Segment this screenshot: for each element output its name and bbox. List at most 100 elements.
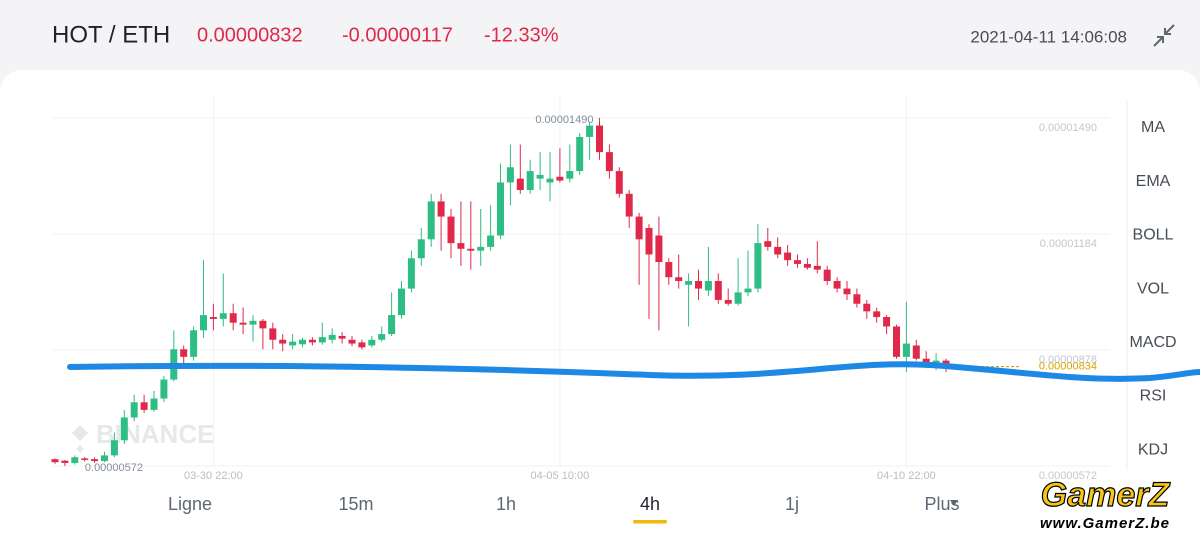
dropdown-arrow xyxy=(950,500,958,506)
candle-body xyxy=(813,265,821,270)
candle-body xyxy=(526,171,534,191)
timeframe-tab[interactable]: Plus xyxy=(924,494,959,514)
candle-body xyxy=(388,315,396,335)
timeframe-tab[interactable]: Ligne xyxy=(168,494,212,514)
active-underline xyxy=(633,520,667,524)
candle-body xyxy=(685,281,693,285)
last-price-label: 0.00000834 xyxy=(1039,361,1097,373)
candle-body xyxy=(467,248,475,251)
candle-body xyxy=(803,263,811,268)
candle-body xyxy=(279,339,287,344)
candle-body xyxy=(378,334,386,340)
candle-body xyxy=(477,246,485,251)
candle-body xyxy=(556,176,564,181)
candle-body xyxy=(289,341,297,346)
candle-body xyxy=(71,457,79,463)
logo-name: GamerZ xyxy=(1041,476,1171,514)
candle-body xyxy=(150,398,158,410)
indicator-button[interactable]: BOLL xyxy=(1133,227,1174,244)
candle-body xyxy=(655,235,663,263)
candle-body xyxy=(308,339,316,343)
candle-body xyxy=(774,246,782,255)
candle-body xyxy=(437,201,445,217)
candle-body xyxy=(457,243,465,249)
y-tick-label: 0.00000878 xyxy=(1039,354,1097,366)
candle-body xyxy=(328,334,336,340)
candle-body xyxy=(229,313,237,323)
chart-card xyxy=(0,70,1200,540)
candle-body xyxy=(101,455,108,462)
timeframe-tab[interactable]: 1j xyxy=(785,494,799,514)
datetime: 2021-04-11 14:06:08 xyxy=(970,27,1127,46)
candle-body xyxy=(338,335,346,339)
candle-body xyxy=(863,303,871,312)
candle-body xyxy=(51,459,59,463)
candle-body xyxy=(318,337,326,343)
x-tick-label: 04-05 10:00 xyxy=(531,470,590,482)
candle-body xyxy=(823,269,831,282)
candle-body xyxy=(398,288,405,316)
timeframe-tab[interactable]: 4h xyxy=(640,494,660,514)
candle-body xyxy=(497,182,504,236)
candle-body xyxy=(902,343,910,357)
candle-body xyxy=(635,216,643,240)
candle-body xyxy=(764,241,772,247)
candle-body xyxy=(348,339,356,344)
candle-body xyxy=(704,281,712,291)
candle-body xyxy=(219,313,227,319)
hand-drawn-line xyxy=(67,361,1200,382)
low-label: 0.00000572 xyxy=(85,462,143,474)
candle-body xyxy=(130,402,138,418)
logo-url: www.GamerZ.be xyxy=(1040,515,1170,532)
candle-body xyxy=(487,235,495,247)
candle-body xyxy=(922,358,930,365)
x-tick-label: 04-10 22:00 xyxy=(877,470,936,482)
candle-body xyxy=(209,317,217,319)
indicator-button[interactable]: MACD xyxy=(1129,334,1176,351)
candle-body xyxy=(259,320,267,329)
candle-body xyxy=(615,171,623,194)
candle-body xyxy=(744,288,752,293)
candle-body xyxy=(110,440,118,456)
indicator-button[interactable]: MA xyxy=(1141,119,1165,136)
candle-body xyxy=(695,281,702,289)
candle-body xyxy=(200,315,207,331)
candle-body xyxy=(784,252,792,261)
timeframe-tab[interactable]: 1h xyxy=(496,494,516,514)
candle-body xyxy=(566,171,574,179)
x-tick-label: 03-30 22:00 xyxy=(184,470,243,482)
y-tick-label: 0.00001490 xyxy=(1039,122,1097,134)
candle-body xyxy=(506,167,514,183)
candle-body xyxy=(140,402,148,410)
candle-body xyxy=(368,339,376,346)
candle-body xyxy=(269,328,277,340)
candle-body xyxy=(299,339,306,345)
candle-body xyxy=(843,288,851,295)
candle-body xyxy=(754,243,762,289)
indicator-button[interactable]: KDJ xyxy=(1138,441,1168,458)
candle-body xyxy=(120,417,128,441)
indicator-button[interactable]: RSI xyxy=(1140,388,1167,405)
candle-body xyxy=(853,294,861,304)
collapse-icon[interactable] xyxy=(1153,24,1175,47)
timeframe-tab[interactable]: 15m xyxy=(338,494,373,514)
candle-body xyxy=(576,136,584,172)
price: 0.00000832 xyxy=(197,24,303,46)
change: -0.00000117 xyxy=(342,24,453,46)
indicator-button[interactable]: EMA xyxy=(1136,173,1171,190)
candle-body xyxy=(180,349,188,357)
candle-body xyxy=(427,201,435,240)
indicator-button[interactable]: VOL xyxy=(1137,280,1169,297)
candle-body xyxy=(625,193,633,217)
candle-body xyxy=(734,292,742,304)
candle-body xyxy=(833,281,841,289)
y-tick-label: 0.00000572 xyxy=(1039,470,1097,482)
candle-body xyxy=(358,342,366,348)
y-tick-label: 0.00001184 xyxy=(1040,238,1097,250)
candle-body xyxy=(249,320,257,325)
change-pct: -12.33% xyxy=(484,24,559,46)
candle-body xyxy=(714,281,722,300)
candle-body xyxy=(536,174,544,179)
candle-body xyxy=(516,178,524,191)
